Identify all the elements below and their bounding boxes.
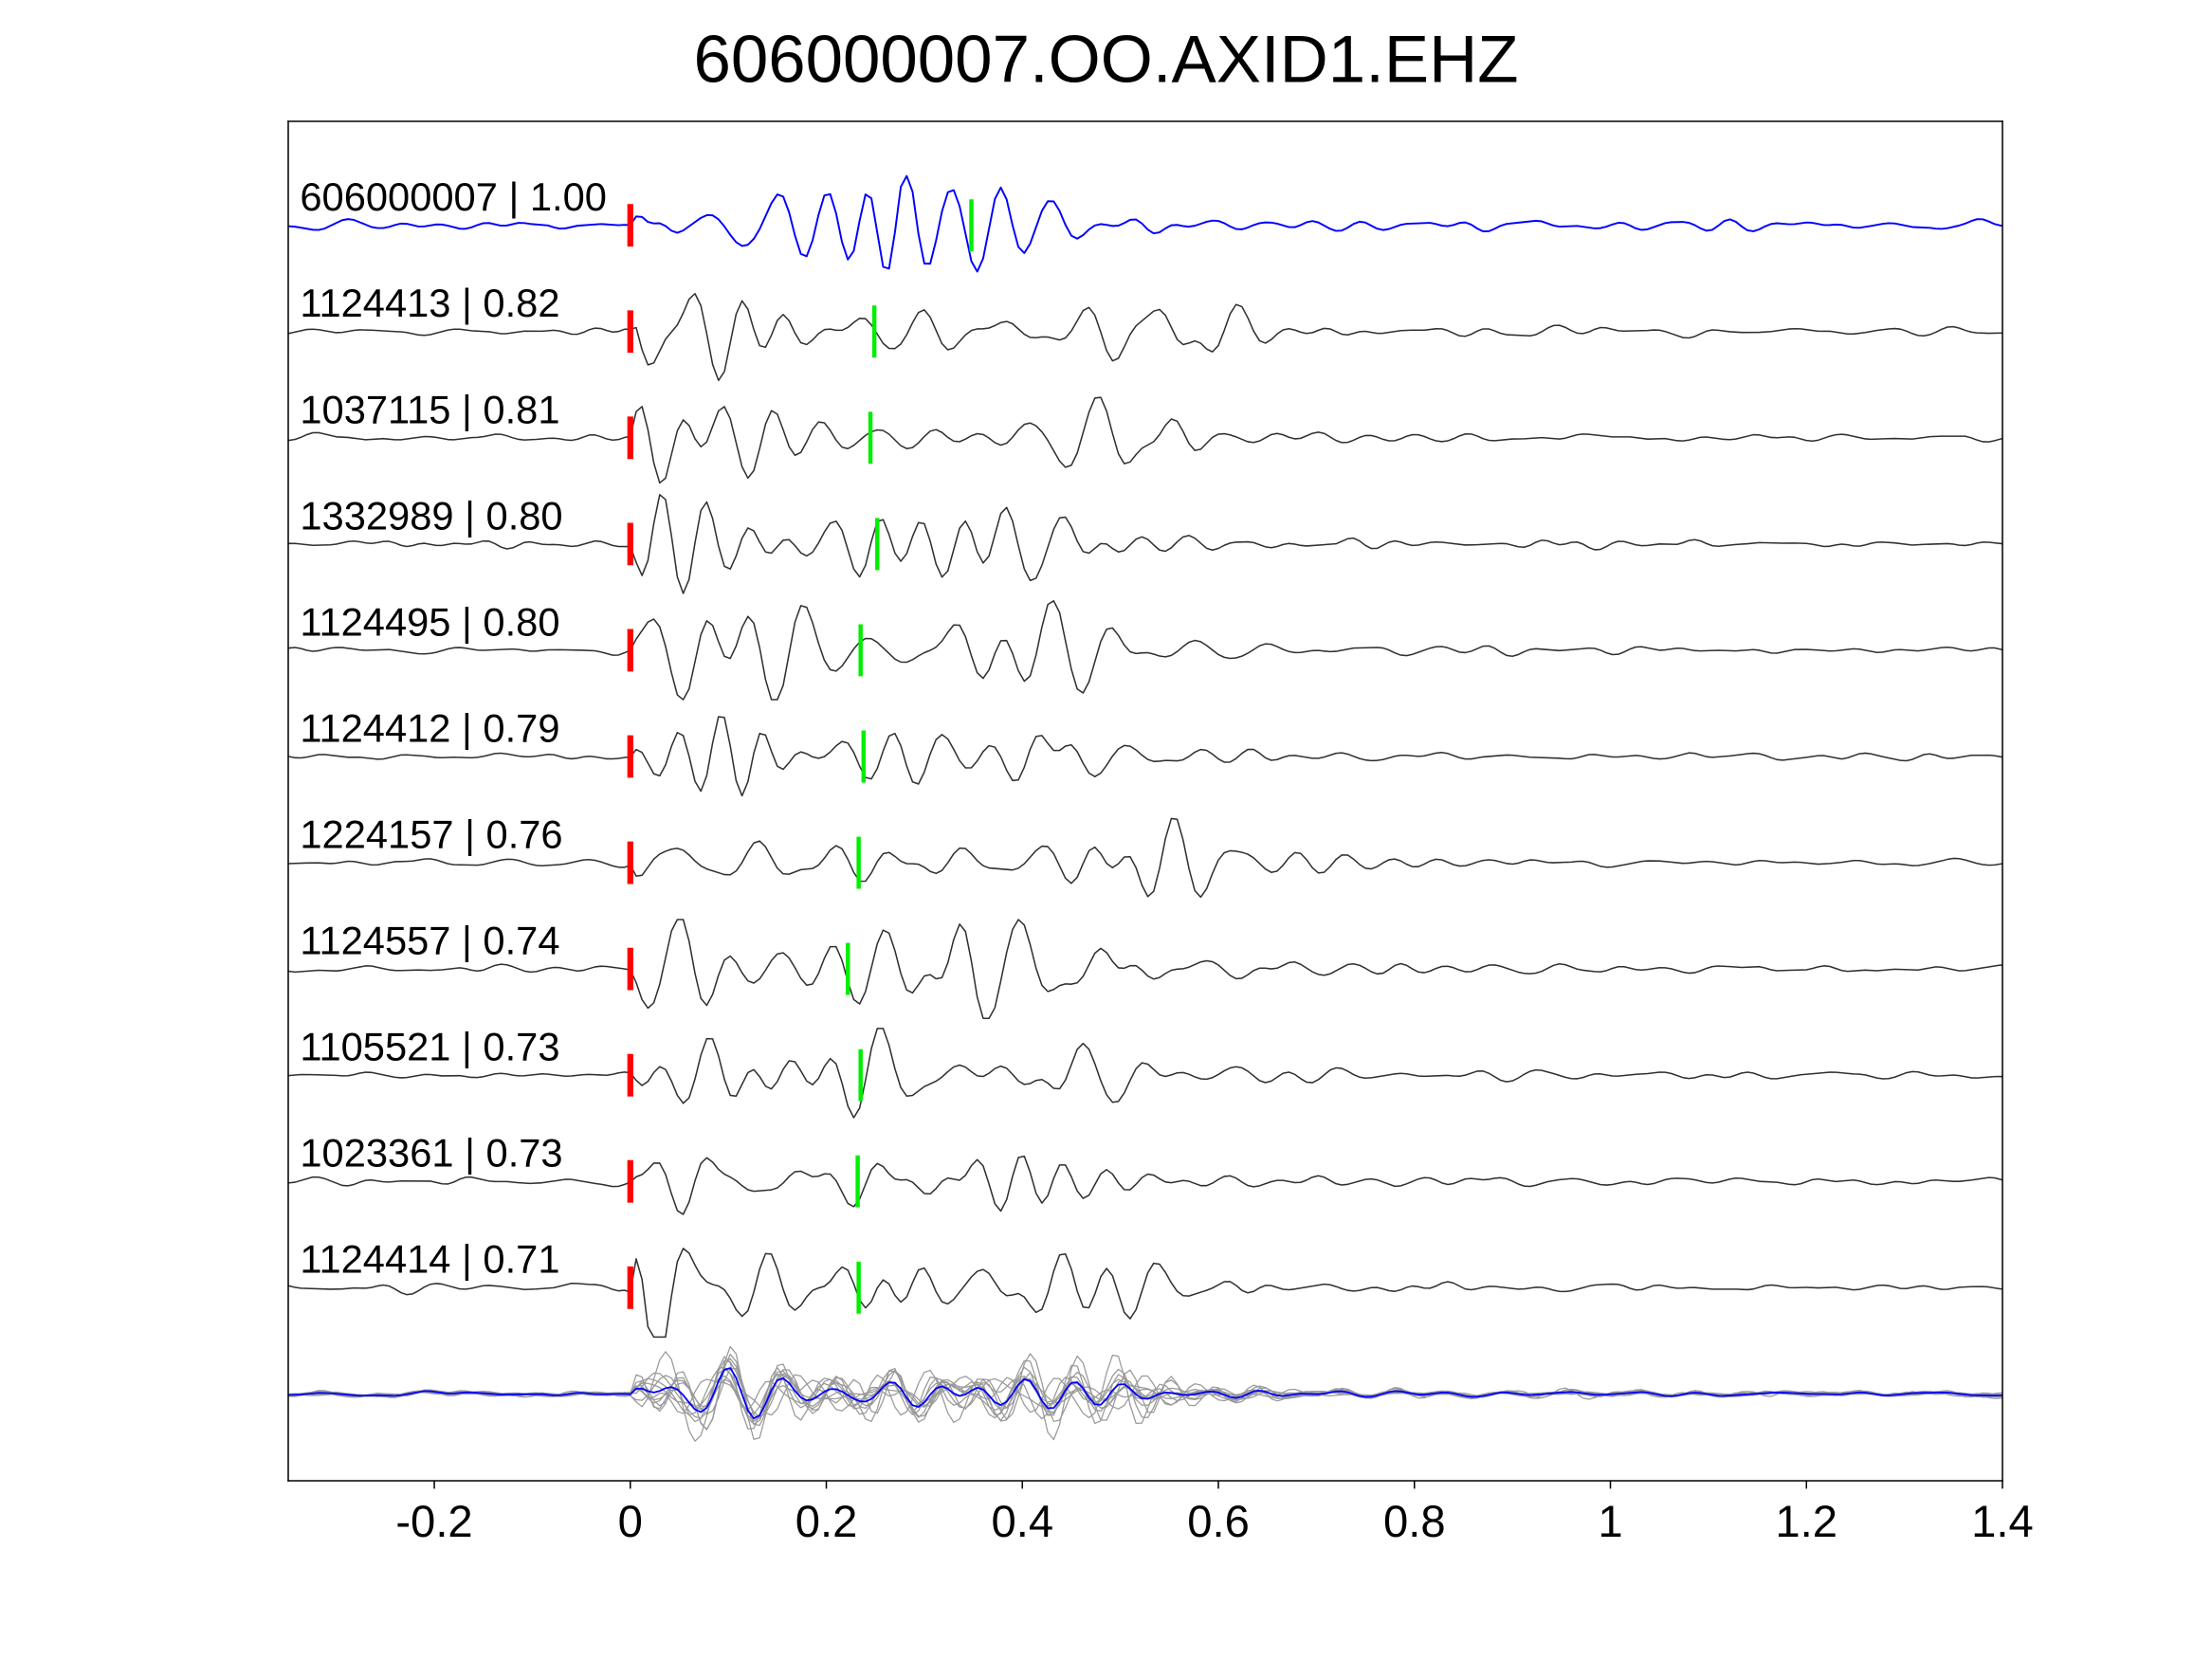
svg-text:1124412 | 0.79: 1124412 | 0.79 <box>300 705 559 750</box>
svg-text:1332989 | 0.80: 1332989 | 0.80 <box>300 493 562 538</box>
svg-text:606000007 | 1.00: 606000007 | 1.00 <box>300 174 607 219</box>
svg-text:0.2: 0.2 <box>795 1497 858 1547</box>
svg-text:1.2: 1.2 <box>1775 1497 1837 1547</box>
svg-text:-0.2: -0.2 <box>395 1497 472 1547</box>
svg-text:1124557 | 0.74: 1124557 | 0.74 <box>300 919 559 963</box>
svg-text:1023361 | 0.73: 1023361 | 0.73 <box>300 1131 562 1176</box>
svg-text:1: 1 <box>1598 1497 1622 1547</box>
svg-text:606000007.OO.AXID1.EHZ: 606000007.OO.AXID1.EHZ <box>693 22 1518 97</box>
svg-text:1124414 | 0.71: 1124414 | 0.71 <box>300 1237 559 1282</box>
svg-text:1.4: 1.4 <box>1971 1497 2034 1547</box>
svg-text:0: 0 <box>618 1497 643 1547</box>
svg-text:1037115 | 0.81: 1037115 | 0.81 <box>300 387 559 431</box>
svg-text:1124413 | 0.82: 1124413 | 0.82 <box>300 281 559 325</box>
svg-text:0.8: 0.8 <box>1383 1497 1446 1547</box>
svg-text:1224157 | 0.76: 1224157 | 0.76 <box>300 812 562 857</box>
svg-text:1105521 | 0.73: 1105521 | 0.73 <box>300 1025 559 1069</box>
svg-text:0.4: 0.4 <box>991 1497 1053 1547</box>
svg-text:0.6: 0.6 <box>1187 1497 1250 1547</box>
svg-text:1124495 | 0.80: 1124495 | 0.80 <box>300 599 559 644</box>
